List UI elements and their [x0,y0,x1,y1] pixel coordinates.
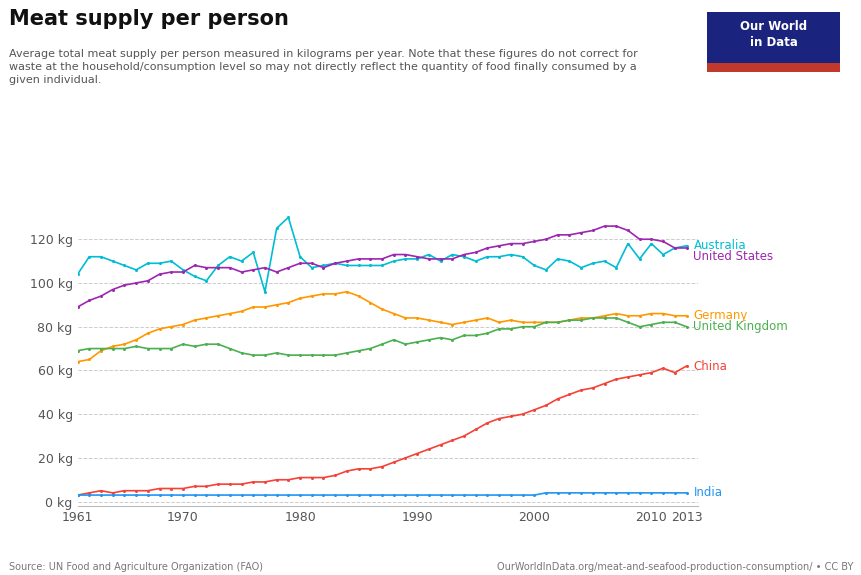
Text: United Kingdom: United Kingdom [692,320,787,333]
Text: Average total meat supply per person measured in kilograms per year. Note that t: Average total meat supply per person mea… [9,49,636,85]
Text: OurWorldInData.org/meat-and-seafood-production-consumption/ • CC BY: OurWorldInData.org/meat-and-seafood-prod… [497,562,852,572]
Text: China: China [692,359,727,373]
Text: India: India [692,486,722,499]
Text: Our World
in Data: Our World in Data [740,20,806,49]
Text: Source: UN Food and Agriculture Organization (FAO): Source: UN Food and Agriculture Organiza… [9,562,263,572]
Text: Germany: Germany [692,309,747,322]
Text: Meat supply per person: Meat supply per person [9,9,288,29]
Text: Australia: Australia [692,239,746,252]
Text: United States: United States [692,250,772,263]
